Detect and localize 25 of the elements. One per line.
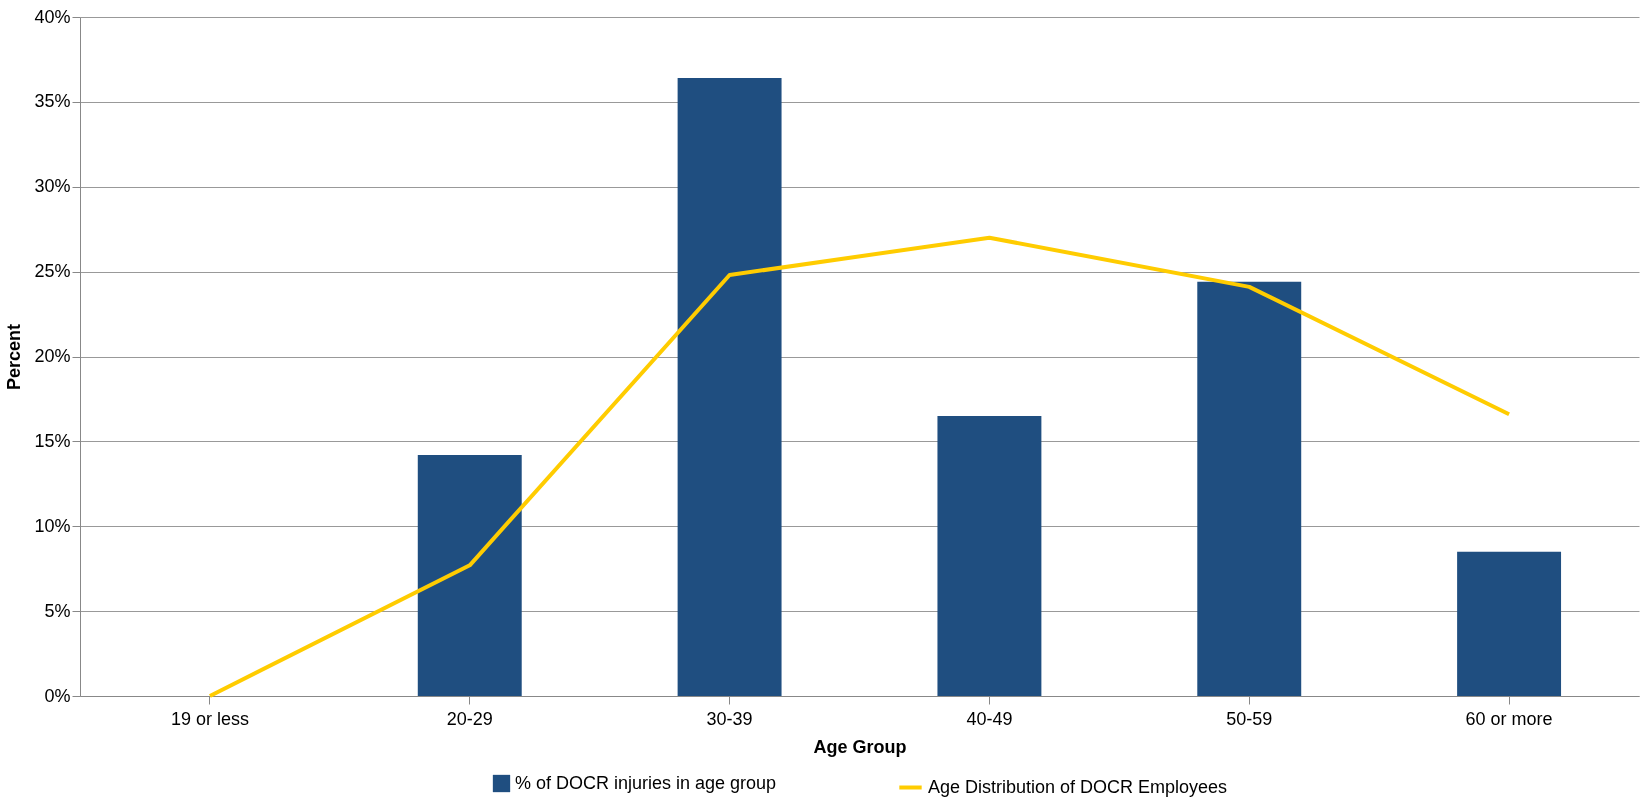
x-tick-label: 50-59 — [1226, 708, 1273, 729]
x-tick-label: 19 or less — [170, 708, 249, 729]
bar — [1197, 281, 1302, 696]
y-tick-label: 5% — [44, 600, 71, 621]
x-tick-label: 30-39 — [706, 708, 753, 729]
bar — [417, 454, 522, 696]
y-tick-label: 10% — [34, 515, 71, 536]
x-tick-label: 20-29 — [446, 708, 493, 729]
y-tick-label: 35% — [34, 91, 71, 112]
bar — [937, 415, 1042, 696]
bar — [1457, 551, 1562, 696]
y-tick-label: 15% — [34, 430, 71, 451]
y-tick-label: 0% — [44, 685, 71, 706]
x-tick-label: 40-49 — [966, 708, 1013, 729]
legend-label: % of DOCR injuries in age group — [515, 772, 777, 793]
y-axis-title: Percent — [4, 323, 25, 391]
bar — [677, 78, 782, 696]
y-tick-label: 40% — [34, 6, 71, 27]
y-tick-label: 20% — [34, 346, 71, 366]
y-tick-label: 25% — [34, 261, 71, 282]
legend-label: Age Distribution of DOCR Employees — [928, 776, 1228, 797]
y-tick-label: 30% — [34, 176, 71, 197]
line-series — [207, 235, 1512, 698]
x-axis-title: Age Group — [813, 736, 907, 757]
x-tick-label: 60 or more — [1465, 708, 1553, 729]
